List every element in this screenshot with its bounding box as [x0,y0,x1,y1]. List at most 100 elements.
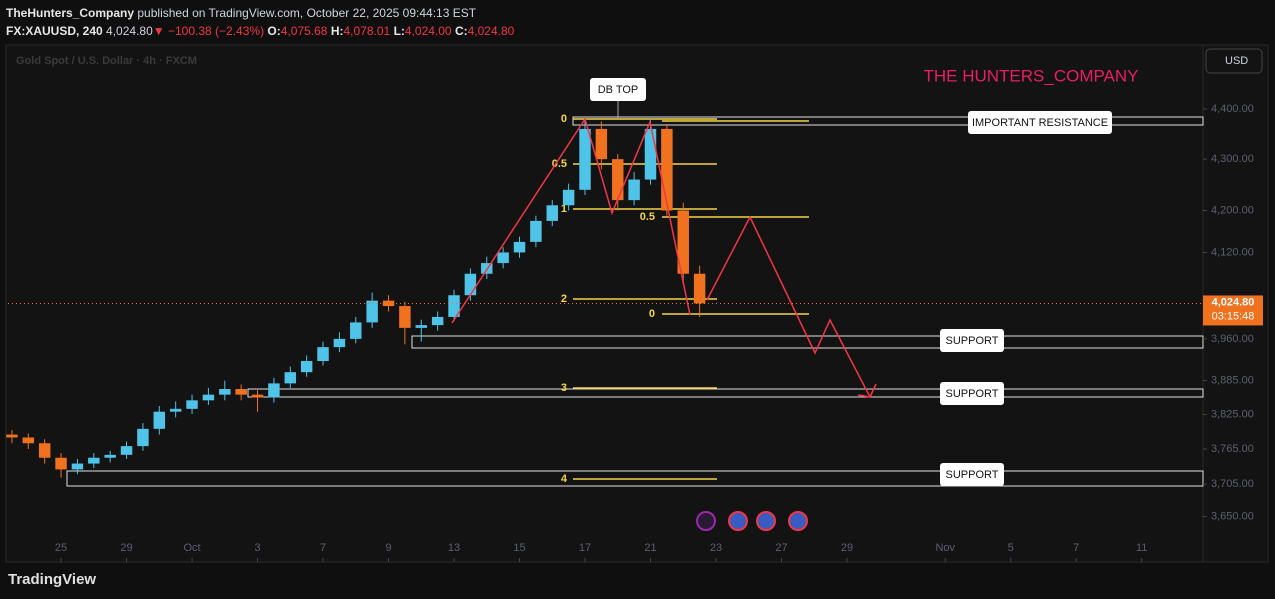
x-tick-label: 23 [710,542,722,554]
candle-body [104,454,116,458]
candle-body [169,408,182,412]
y-tick-label: 4,200.00 [1211,204,1254,216]
candle-body [677,210,689,274]
symbol: FX:XAUUSD, 240 [6,24,103,38]
candle-body [22,437,35,444]
x-tick-label: 7 [1073,542,1079,554]
candle-body [186,400,198,409]
callout: SUPPORT [946,469,999,481]
author: TheHunters_Company [6,6,135,20]
y-tick-label: 4,400.00 [1211,103,1254,115]
candle-body [513,241,526,253]
resistance-zone [572,116,1204,126]
brand: THE HUNTERS_COMPANY [923,66,1138,85]
candle-body [579,128,591,190]
support-zone [247,388,1204,398]
y-tick-label: 3,650.00 [1211,511,1254,523]
candle-body [464,273,477,296]
candle-body [120,446,133,455]
candle-body [235,389,247,395]
candle-body [202,394,215,401]
callout-box [940,329,1004,352]
x-tick-label: 29 [841,542,853,554]
pattern-line [451,117,691,324]
x-tick-label: 13 [448,542,460,554]
event-icon[interactable] [756,511,776,531]
x-tick-label: 11 [1136,542,1147,554]
x-tick-label: Nov [935,542,955,554]
event-icon[interactable] [696,511,716,531]
candle-body [530,220,542,242]
x-tick-label: 3 [254,542,260,554]
callout-box [940,463,1004,486]
close: 4,024.80 [467,24,515,38]
published: published on TradingView.com, October 22… [137,6,477,20]
header: TheHunters_Company published on TradingV… [6,4,514,40]
ohlc-line: FX:XAUUSD, 240 4,024.80▼ −100.38 (−2.43%… [6,22,514,40]
candle-body [350,322,362,339]
candles [6,118,706,478]
projection-line [706,215,871,398]
x-tick-label: 5 [1008,542,1014,554]
zones [66,116,1204,487]
x-tick-label: 25 [55,542,67,554]
fib-label: 3 [561,382,567,394]
fib-lines [573,118,809,480]
callout: DB TOP [598,84,639,96]
x-tick-label: 29 [120,542,132,554]
candle-body [661,128,673,211]
candle-body [38,443,51,458]
currency[interactable]: USD [1225,55,1248,67]
candle-body [137,428,149,447]
candle-body [693,273,706,304]
candle-body [55,457,67,470]
x-tick-label: 7 [320,542,326,554]
candle-body [71,463,84,470]
event-icon[interactable] [788,511,808,531]
candle-body [415,325,428,328]
low: 4,024.00 [404,24,452,38]
y-tick-label: 3,705.00 [1211,478,1254,490]
currency-box[interactable] [1205,48,1263,74]
y-tick-label: 3,765.00 [1211,443,1254,455]
support-zone [66,470,1204,487]
candle-body [546,205,558,221]
candle-body [366,300,378,323]
fib-label: 2 [561,293,567,305]
candle-body [6,434,18,438]
y-tick-label: 3,960.00 [1211,333,1254,345]
candle-body [268,383,280,398]
x-tick-label: 15 [513,542,525,554]
price-label: 4,024.80 [1212,296,1255,308]
callout-box [940,382,1004,405]
candle-body [317,347,329,362]
event-icon[interactable] [728,511,748,531]
publish-line: TheHunters_Company published on TradingV… [6,4,514,22]
last: 4,024.80 [106,24,153,38]
callout: IMPORTANT RESISTANCE [972,117,1108,129]
price-box [1203,295,1263,326]
y-tick-label: 3,885.00 [1211,374,1254,386]
x-tick-label: 21 [644,542,656,554]
candle-body [595,128,608,160]
candle-body [448,295,460,317]
watermark: Gold Spot / U.S. Dollar · 4h · FXCM [16,55,197,67]
candle-body [219,389,231,395]
candle-body [153,411,166,429]
x-tick-label: 17 [579,542,591,554]
fib-label: 0.5 [640,211,655,223]
fib-label: 1 [561,203,567,215]
candle-body [431,316,444,326]
candle-body [333,338,346,348]
y-tick-label: 4,120.00 [1211,246,1254,258]
x-tick-label: 27 [775,542,787,554]
callout-box [968,111,1112,134]
change: −100.38 (−2.43%) [168,24,265,38]
o-label: O: [267,24,281,38]
candle-body [628,179,640,201]
y-tick-label: 4,300.00 [1211,153,1254,165]
x-tick-label: Oct [183,542,200,554]
candle-body [497,252,509,264]
callout: SUPPORT [946,335,999,347]
